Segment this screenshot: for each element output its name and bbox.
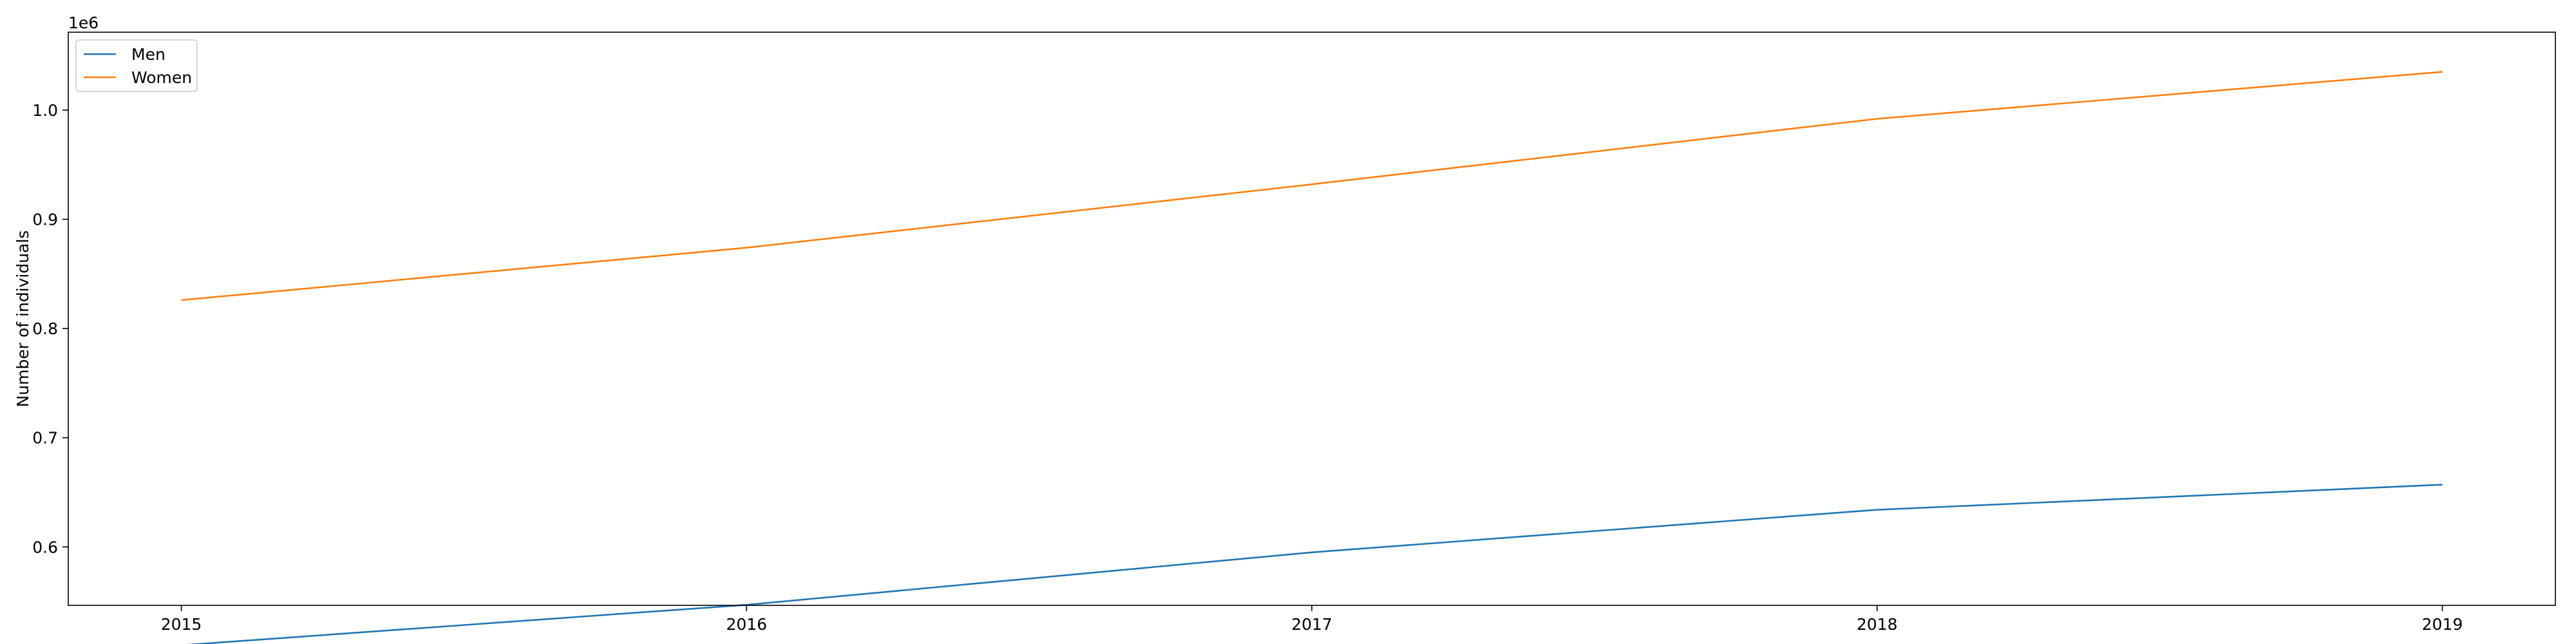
y-tick-label: 0.8 bbox=[32, 319, 58, 338]
legend: Men Women bbox=[75, 39, 198, 92]
y-tick-label: 1.0 bbox=[32, 101, 58, 120]
series-layer bbox=[181, 71, 2443, 644]
legend-label-men: Men bbox=[131, 45, 166, 64]
x-tick-label: 2019 bbox=[2422, 615, 2463, 634]
legend-box bbox=[75, 39, 198, 92]
y-axis-label: Number of individuals bbox=[14, 231, 32, 408]
x-axis: 2015 2016 2017 2018 2019 bbox=[161, 605, 2463, 634]
x-tick-label: 2015 bbox=[161, 615, 202, 634]
legend-label-women: Women bbox=[131, 68, 192, 87]
x-tick-label: 2018 bbox=[1857, 615, 1898, 634]
y-axis: 0.6 0.7 0.8 0.9 1.0 bbox=[32, 101, 68, 556]
series-line-men bbox=[186, 484, 2443, 644]
x-tick-label: 2016 bbox=[726, 615, 767, 634]
series-line-women bbox=[181, 71, 2443, 301]
y-tick-label: 0.9 bbox=[32, 211, 58, 229]
y-tick-label: 0.6 bbox=[32, 538, 58, 556]
y-axis-offset-text: 1e6 bbox=[68, 14, 99, 32]
x-tick-label: 2017 bbox=[1291, 615, 1332, 634]
y-tick-label: 0.7 bbox=[32, 429, 58, 448]
